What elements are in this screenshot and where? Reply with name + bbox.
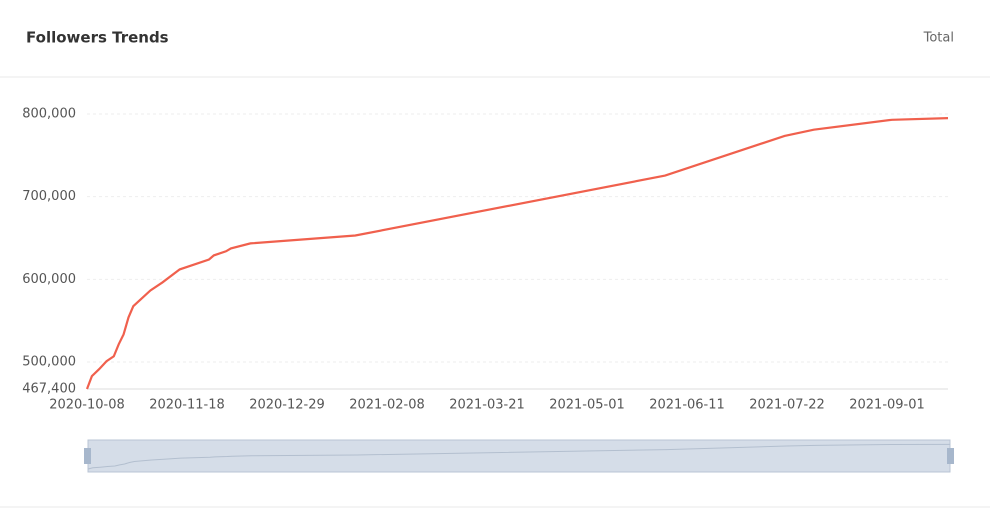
zoom-slider[interactable] [87,439,951,473]
x-tick-label: 2021-02-08 [349,398,425,413]
x-tick-label: 2021-05-01 [549,398,625,413]
y-tick-label: 500,000 [22,355,76,370]
zoom-handle[interactable] [84,448,91,464]
y-tick-label: 700,000 [22,189,76,204]
x-tick-label: 2020-12-29 [249,398,325,413]
zoom-handle[interactable] [947,448,954,464]
x-tick-label: 2020-11-18 [149,398,225,413]
x-tick-label: 2021-03-21 [449,398,525,413]
x-tick-label: 2021-06-11 [649,398,725,413]
filter-button[interactable]: Total [923,31,954,46]
x-tick-label: 2020-10-08 [49,398,125,413]
panel-title: Followers Trends [26,29,169,47]
y-tick-label: 467,400 [22,382,76,397]
x-tick-label: 2021-07-22 [749,398,825,413]
y-tick-label: 800,000 [22,107,76,122]
y-tick-label: 600,000 [22,272,76,287]
x-tick-label: 2021-09-01 [849,398,925,413]
zoom-preview [87,443,951,470]
line-series [85,117,949,390]
